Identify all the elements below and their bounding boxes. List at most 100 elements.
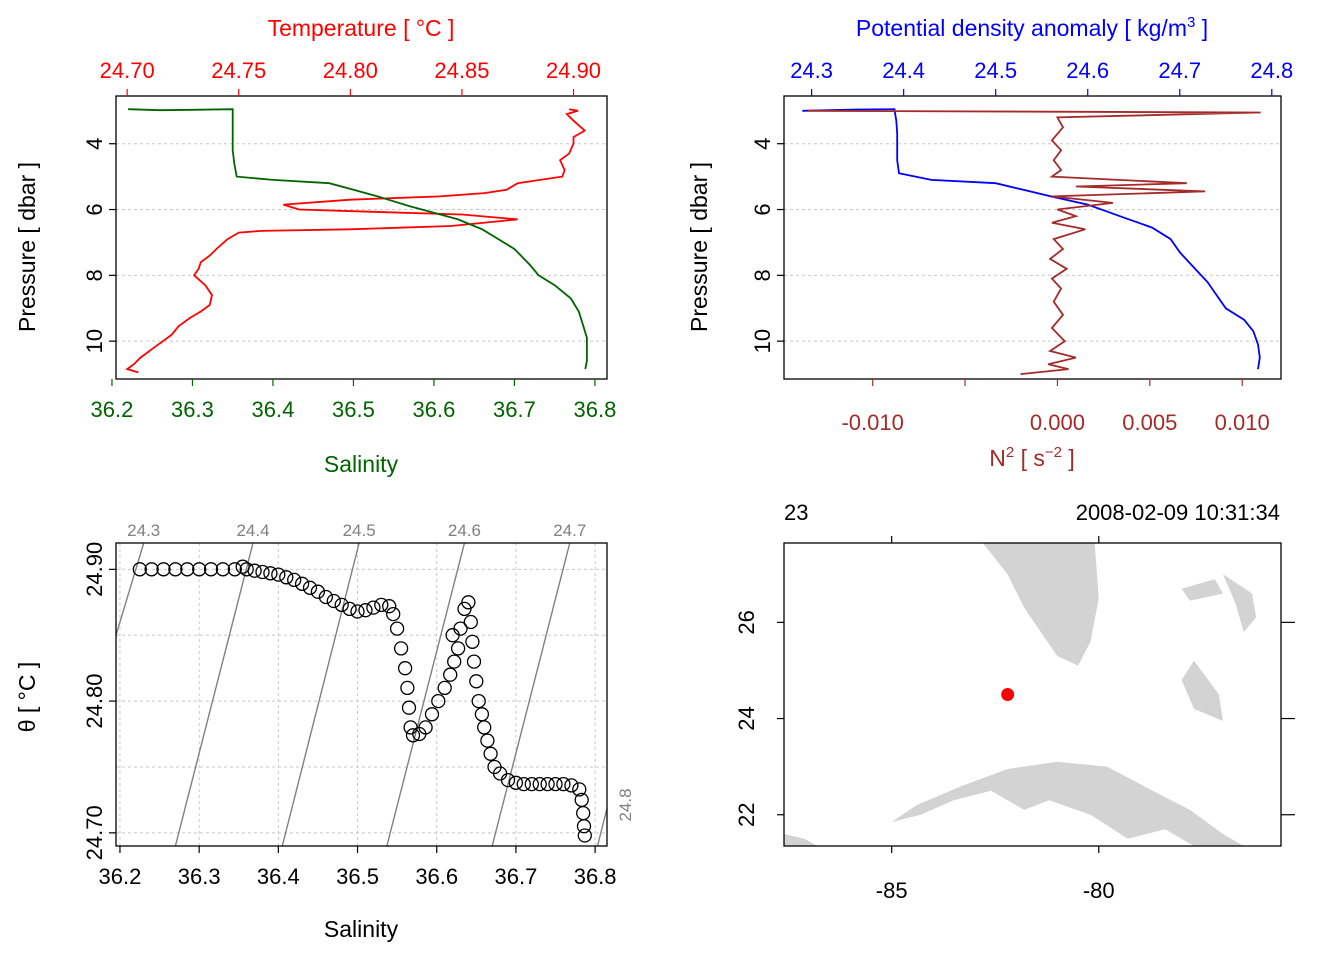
ts-point xyxy=(469,674,484,689)
ts-point xyxy=(263,566,278,581)
salinity-axis-title: Salinity xyxy=(324,916,399,942)
ts-point xyxy=(405,728,421,743)
land-polygon xyxy=(1223,574,1257,632)
isopycnal-line xyxy=(174,542,254,847)
bottom-tick-label: 0.000 xyxy=(1030,410,1085,435)
top-tick-label: 24.6 xyxy=(1066,58,1109,83)
pressure-axis: 4 6 8 10 xyxy=(750,138,784,353)
ts-point xyxy=(577,828,592,843)
ts-point xyxy=(471,693,486,709)
salinity-profile-line xyxy=(128,108,588,370)
ts-point xyxy=(215,562,231,577)
x-tick-label: 36.7 xyxy=(495,864,538,889)
isopycnal-line xyxy=(281,542,360,847)
temperature-salinity-profile-panel: 24.70 24.75 24.80 24.85 24.90 36.2 36.3 36.4 36… xyxy=(14,15,616,477)
plot-frame xyxy=(115,95,608,380)
top-tick-label: 24.90 xyxy=(546,58,601,83)
isopycnal-label: 24.6 xyxy=(448,521,481,540)
map-frame xyxy=(783,542,1282,847)
ts-point xyxy=(572,782,587,797)
ts-point xyxy=(466,654,482,669)
bottom-tick-label: 0.005 xyxy=(1122,410,1177,435)
y-tick-label: 24 xyxy=(734,706,759,730)
station-marker xyxy=(1001,688,1015,701)
density-axis-title: Potential density anomaly [ kg/m3 ] xyxy=(856,14,1208,41)
ts-point xyxy=(556,776,571,792)
ts-point xyxy=(203,562,219,577)
y-tick-label: 10 xyxy=(82,329,107,353)
ts-point xyxy=(500,772,516,788)
ts-point xyxy=(508,775,524,790)
ts-point xyxy=(465,634,480,649)
salinity-axis: 36.2 36.3 36.4 36.5 36.6 36.7 36.8 xyxy=(99,846,617,889)
temperature-profile-line xyxy=(125,108,587,374)
ts-point xyxy=(318,589,334,605)
ts-point xyxy=(180,562,195,577)
temperature-axis: 24.70 24.75 24.80 24.85 24.90 xyxy=(100,58,601,96)
ts-point xyxy=(516,776,531,792)
n2-axis: -0.010 0.000 0.005 0.010 xyxy=(841,379,1270,435)
y-tick-label: 24.80 xyxy=(82,674,107,729)
ts-point xyxy=(326,593,341,609)
bottom-tick-label: 36.5 xyxy=(332,397,375,422)
isopycnal-label: 24.5 xyxy=(343,521,376,540)
isopycnal-lines: 24.3 24.4 24.5 24.6 24.7 24.8 xyxy=(115,521,635,847)
plot-frame xyxy=(783,95,1282,380)
land-polygon xyxy=(784,834,818,846)
pressure-axis-title: Pressure [ dbar ] xyxy=(14,162,40,332)
isopycnal-label: 24.4 xyxy=(236,521,269,540)
theta-axis-title: θ [ °C ] xyxy=(14,662,40,733)
ts-point xyxy=(393,641,409,656)
density-axis: 24.3 24.4 24.5 24.6 24.7 24.8 xyxy=(790,58,1293,96)
top-tick-label: 24.70 xyxy=(100,58,155,83)
ts-point xyxy=(532,776,547,792)
ts-point xyxy=(386,606,401,622)
ts-point xyxy=(350,604,365,619)
temperature-axis-title: Temperature [ °C ] xyxy=(268,15,455,41)
y-tick-label: 8 xyxy=(750,269,775,281)
bottom-tick-label: 36.3 xyxy=(171,397,214,422)
ts-point xyxy=(450,641,466,656)
x-tick-label: 36.4 xyxy=(257,864,300,889)
x-tick-label: 36.6 xyxy=(415,864,458,889)
density-profile-line xyxy=(802,108,1261,370)
land-polygon xyxy=(1181,579,1223,601)
isopycnal-line xyxy=(491,542,571,847)
plot-frame xyxy=(115,542,608,847)
ts-point xyxy=(287,572,302,588)
station-map-panel: -85 -80 22 24 26 23 2008-02-09 10:31:34 xyxy=(734,500,1295,903)
y-tick-label: 6 xyxy=(82,203,107,215)
profile-grid xyxy=(784,143,1281,342)
bottom-tick-label: 0.010 xyxy=(1215,410,1270,435)
x-tick-label: -80 xyxy=(1083,878,1115,903)
ts-point xyxy=(548,776,563,792)
top-tick-label: 24.4 xyxy=(882,58,925,83)
profile-series xyxy=(125,108,588,374)
y-tick-label: 10 xyxy=(750,329,775,353)
ts-point xyxy=(447,654,462,669)
ts-point xyxy=(437,680,452,696)
top-tick-label: 24.75 xyxy=(211,58,266,83)
ts-point xyxy=(443,667,458,682)
x-tick-label: 36.3 xyxy=(178,864,221,889)
ts-point xyxy=(401,700,417,715)
top-tick-label: 24.80 xyxy=(323,58,378,83)
isopycnal-line xyxy=(596,808,608,847)
ts-point xyxy=(400,680,415,696)
land-polygon xyxy=(982,543,1099,666)
ts-point xyxy=(453,621,468,636)
map-axes: -85 -80 22 24 26 xyxy=(734,536,1295,903)
ts-point xyxy=(358,603,373,618)
top-tick-label: 24.8 xyxy=(1250,58,1293,83)
ts-point xyxy=(342,601,357,617)
isopycnal-label: 24.3 xyxy=(127,521,160,540)
ts-point xyxy=(132,562,147,577)
ts-point xyxy=(366,600,381,615)
x-tick-label: 36.8 xyxy=(574,864,617,889)
x-tick-label: 36.5 xyxy=(336,864,379,889)
ts-point xyxy=(461,595,476,610)
ts-point xyxy=(239,562,254,577)
datetime-label: 2008-02-09 10:31:34 xyxy=(1076,500,1280,525)
isopycnal-label: 24.7 xyxy=(553,521,586,540)
